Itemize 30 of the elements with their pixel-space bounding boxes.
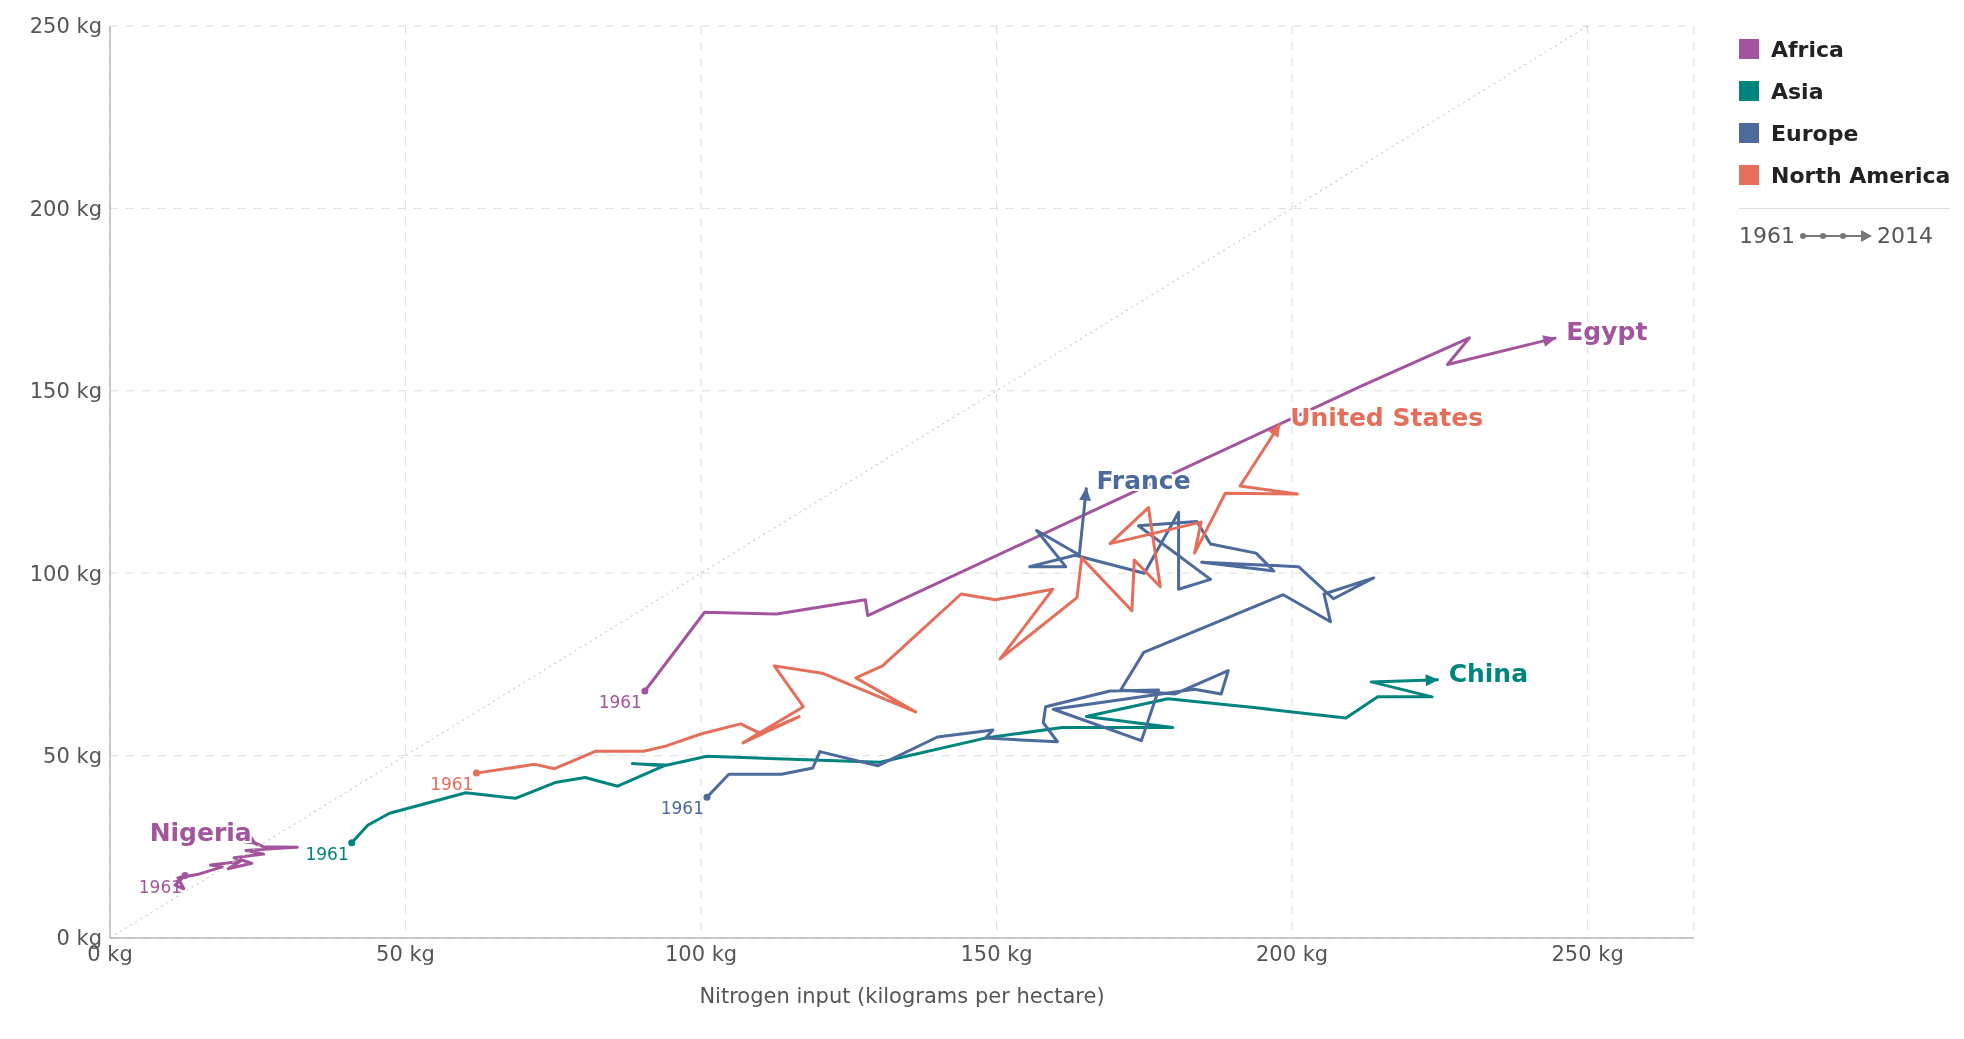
point — [703, 793, 711, 801]
legend-label: North America — [1771, 162, 1951, 188]
x-tick-label: 150 kg — [960, 941, 1033, 966]
point — [472, 769, 480, 777]
legend-label: Europe — [1771, 120, 1859, 146]
y-tick-label: 50 kg — [43, 744, 102, 769]
point — [641, 687, 649, 695]
x-tick-label: 250 kg — [1551, 941, 1624, 966]
annotation: United States — [1290, 402, 1484, 432]
annotation: 1961 — [660, 798, 704, 819]
x-tick-label: 200 kg — [1255, 941, 1329, 966]
annotation: 1961 — [598, 692, 642, 713]
point — [348, 839, 356, 847]
x-axis-title: Nitrogen input (kilograms per hectare) — [699, 983, 1105, 1008]
annotation: China — [1448, 658, 1529, 688]
y-tick-label: 100 kg — [29, 561, 102, 586]
y-tick-label: 250 kg — [29, 14, 102, 39]
annotation: 1961 — [305, 843, 349, 864]
x-tick-label: 100 kg — [664, 941, 738, 966]
x-tick-label: 50 kg — [376, 941, 435, 966]
point — [181, 872, 189, 880]
legend-label: Asia — [1771, 78, 1824, 104]
legend-label: Africa — [1771, 36, 1844, 62]
annotation: 1961 — [430, 774, 474, 795]
text: 1961 — [1739, 223, 1795, 248]
annotation: Egypt — [1566, 316, 1648, 346]
text: 2014 — [1877, 223, 1933, 248]
y-tick-label: 150 kg — [29, 379, 102, 404]
y-tick-label: 200 kg — [29, 196, 102, 221]
annotation: Nigeria — [149, 817, 252, 847]
